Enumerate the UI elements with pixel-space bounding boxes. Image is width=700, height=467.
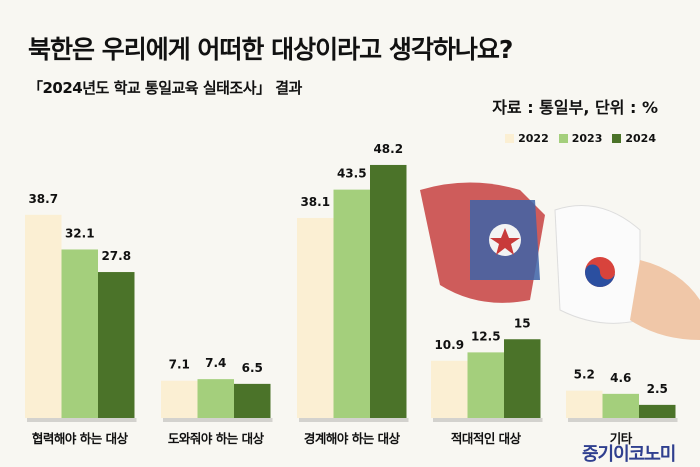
data-label: 27.8 bbox=[101, 249, 131, 263]
subtitle: 「2024년도 학교 통일교육 실태조사」 결과 bbox=[28, 79, 302, 97]
bar-shadow bbox=[27, 418, 137, 422]
source-note: 자료 : 통일부, 단위 : % bbox=[492, 98, 658, 117]
data-label: 38.1 bbox=[300, 195, 330, 209]
data-label: 4.6 bbox=[610, 371, 631, 385]
category-label: 경계해야 하는 대상 bbox=[304, 431, 401, 446]
data-label: 48.2 bbox=[373, 142, 403, 156]
data-label: 10.9 bbox=[434, 338, 464, 352]
data-label: 7.4 bbox=[205, 356, 226, 370]
bar-2022-4 bbox=[566, 390, 603, 418]
brand-logo: 중기이코노미 bbox=[582, 444, 676, 465]
data-label: 6.5 bbox=[242, 361, 263, 375]
category-label: 기타 bbox=[610, 431, 633, 446]
bar-shadow bbox=[568, 418, 678, 422]
legend: 2022 2023 2024 bbox=[505, 132, 656, 145]
bar-2024-4 bbox=[639, 404, 676, 418]
data-label: 12.5 bbox=[471, 329, 501, 343]
category-label: 적대적인 대상 bbox=[451, 431, 522, 446]
data-label: 5.2 bbox=[574, 368, 595, 382]
data-label: 15 bbox=[514, 316, 531, 330]
bar-2024-2 bbox=[370, 164, 407, 418]
category-label: 협력해야 하는 대상 bbox=[32, 431, 129, 446]
data-label: 7.1 bbox=[169, 358, 190, 372]
legend-item-2024: 2024 bbox=[612, 132, 656, 145]
bar-2023-2 bbox=[333, 189, 370, 418]
puzzle-illustration bbox=[420, 182, 700, 340]
bar-2022-1 bbox=[161, 380, 198, 418]
bar-2022-3 bbox=[431, 360, 468, 418]
bar-shadow bbox=[163, 418, 273, 422]
legend-item-2023: 2023 bbox=[558, 132, 602, 145]
data-label: 32.1 bbox=[65, 226, 95, 240]
data-label: 38.7 bbox=[28, 192, 58, 206]
bar-2022-0 bbox=[25, 214, 62, 418]
bar-2022-2 bbox=[297, 217, 334, 418]
bar-2023-0 bbox=[61, 249, 98, 418]
data-label: 2.5 bbox=[647, 382, 668, 396]
bar-2023-3 bbox=[467, 352, 504, 418]
data-label: 43.5 bbox=[337, 167, 367, 181]
legend-item-2022: 2022 bbox=[505, 132, 549, 145]
bar-2023-1 bbox=[197, 379, 234, 418]
category-label: 도와줘야 하는 대상 bbox=[168, 431, 265, 446]
bar-2024-3 bbox=[504, 339, 541, 418]
bar-shadow bbox=[299, 418, 409, 422]
bar-2024-0 bbox=[98, 272, 135, 418]
page-title: 북한은 우리에게 어떠한 대상이라고 생각하나요? bbox=[28, 35, 513, 64]
bar-2024-1 bbox=[234, 383, 271, 418]
bar-2023-4 bbox=[602, 393, 639, 418]
bar-shadow bbox=[433, 418, 543, 422]
